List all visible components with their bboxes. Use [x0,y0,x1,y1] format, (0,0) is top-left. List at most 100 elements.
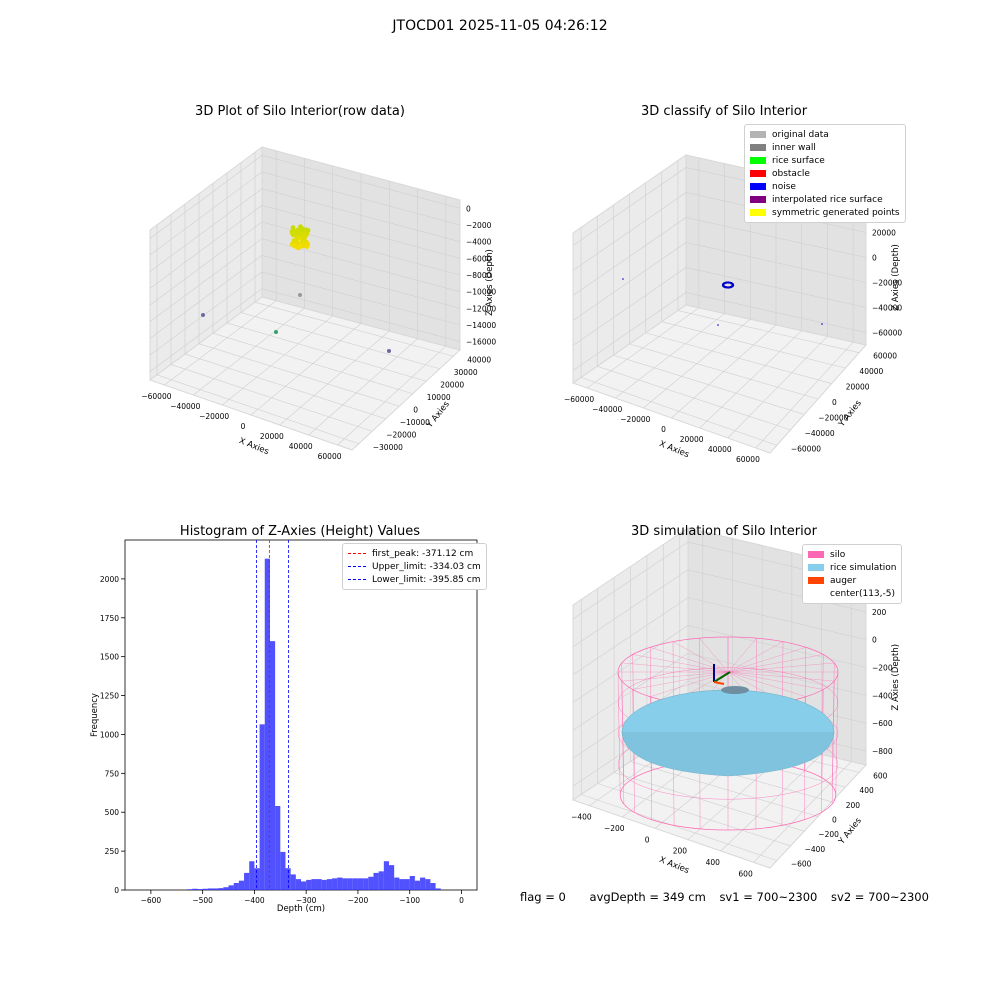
p4-ygrid [597,783,791,847]
histogram-bar [202,888,208,890]
p2-ygrid [613,354,805,415]
histogram-bar [420,877,426,890]
p2-ygrid [661,321,846,369]
p1-ztick: −4000 [466,238,492,247]
legend-entry: obstacle [750,167,900,180]
p2-ztick: −20000 [872,279,902,288]
p1-zlabel: Z Axies (Depth) [485,249,495,316]
silo-rib [835,671,839,796]
histogram-bar [352,878,358,890]
p3-xtick: −200 [348,896,369,905]
legend-label: symmetric generated points [772,207,900,218]
p4-ygrid [581,794,777,861]
p4-ztick: −200 [872,664,893,673]
histogram-bar [269,641,276,890]
panel2-legend: original data inner wall rice surface obsta… [744,124,906,223]
histogram-bar [213,888,219,890]
p2-xtick: 60000 [736,455,760,464]
legend-swatch [750,131,766,138]
p2-ygrid [580,377,777,446]
silo-spoke [699,638,729,673]
p3-xtick: −400 [244,896,265,905]
p2-ytick: 20000 [846,383,870,392]
p4-xtick: 400 [706,858,721,867]
panel2-title: 3D classify of Silo Interior [640,104,808,119]
histogram-bar [342,878,348,890]
p3-ytick: 250 [105,847,120,856]
p1-ztick: −8000 [466,271,492,280]
histogram-bar [389,865,395,890]
p1-ygrid [212,333,413,395]
histogram-bar [228,885,234,890]
p1-point [294,231,300,236]
p2-point [723,282,726,285]
p1-ygrid [156,374,359,445]
legend-entry: Lower_limit: -395.85 cm [348,573,481,586]
p1-point [298,293,302,297]
legend-entry: first_peak: -371.12 cm [348,547,481,560]
auger-x-axis [713,681,725,685]
p2-ytick: 0 [832,398,837,407]
silo-rib [831,662,835,786]
silo-spoke [727,662,835,673]
histogram-bar [192,888,198,890]
panel4-legend: silo rice simulation auger center(113,-5) [802,544,903,604]
p1-xgrid [193,308,305,396]
histogram-bar [301,881,307,890]
p4-ygrid [630,761,819,817]
legend-label: interpolated rice surface [772,194,883,205]
p2-ytick: −40000 [805,429,835,438]
legend-label: original data [772,129,829,140]
p4-xtick: 200 [673,847,688,856]
p4-zgrid [572,625,867,703]
p2-xtick: −20000 [620,415,650,424]
p3-ytick: 500 [105,808,120,817]
legend-label: noise [772,181,796,192]
histogram-bar [337,877,343,890]
legend-swatch [750,209,766,216]
p2-ygrid [677,310,860,354]
histogram-bar [275,806,281,890]
p4-ytick: −200 [818,830,839,839]
histogram-bar [316,879,322,890]
panel3-title: Histogram of Z-Axies (Height) Values [179,524,421,539]
histogram-bar [378,871,384,890]
legend-entry: original data [750,128,900,141]
p2-xtick: 40000 [708,445,732,454]
p3-xtick: 0 [459,896,464,905]
p1-ytick: 10000 [427,393,451,402]
legend-entry: noise [750,180,900,193]
p4-xlabel: X Axies [658,855,691,876]
histogram-bar [394,877,400,890]
p2-point [729,285,733,289]
p1-ztick: −14000 [466,321,496,330]
p4-ytick: −400 [805,845,826,854]
p1-zgrid [149,238,461,322]
p1-xtick: 40000 [289,442,313,451]
p1-point [387,349,391,353]
histogram-bar [290,874,296,890]
p4-ytick: 600 [873,771,888,780]
p1-zgrid [149,205,461,289]
p2-point [724,286,727,289]
p1-xgrid [308,338,418,436]
histogram-bar [430,883,436,890]
histogram-bar [280,851,286,890]
silo-spoke [727,654,824,673]
p3-ytick: 0 [114,886,119,895]
histogram-bar [197,889,203,890]
p1-ygrid [198,343,400,407]
p3-xlabel: Depth (cm) [277,904,325,914]
histogram-bar [435,888,441,890]
histogram-bar [264,558,270,890]
legend-line [348,566,366,567]
p1-point [298,224,303,230]
histogram-bar [187,889,193,890]
p1-floor-pane [148,296,462,451]
p1-point [291,238,297,244]
p2-point [730,282,733,285]
p2-xtick: −40000 [592,405,622,414]
p4-xtick: −400 [571,813,592,822]
p2-ytick: 40000 [859,367,883,376]
